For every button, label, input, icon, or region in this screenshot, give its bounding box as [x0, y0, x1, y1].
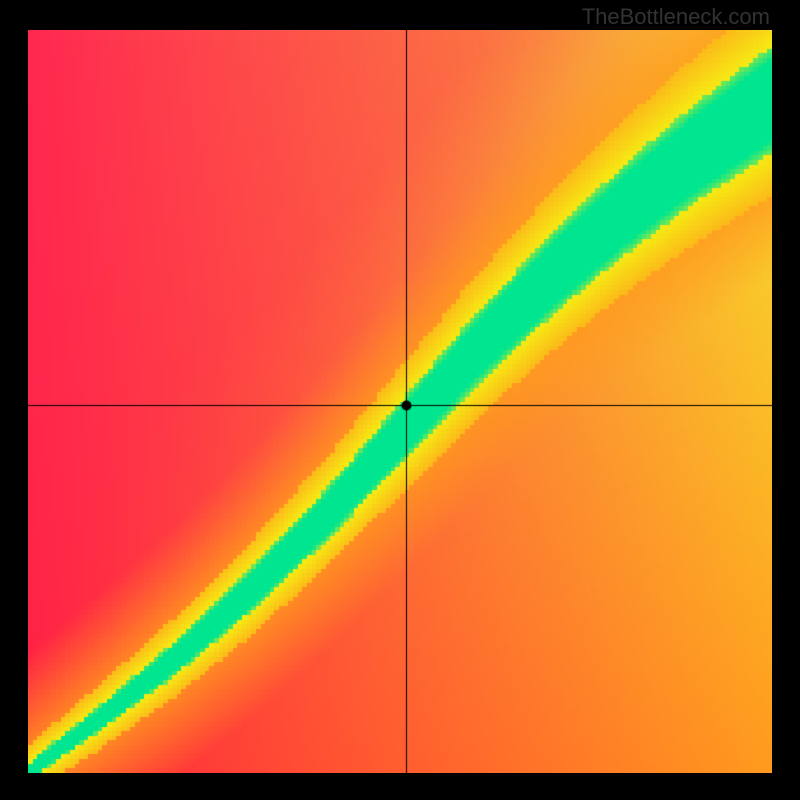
bottleneck-heatmap: [28, 30, 772, 773]
chart-container: TheBottleneck.com: [0, 0, 800, 800]
watermark-text: TheBottleneck.com: [582, 4, 770, 30]
